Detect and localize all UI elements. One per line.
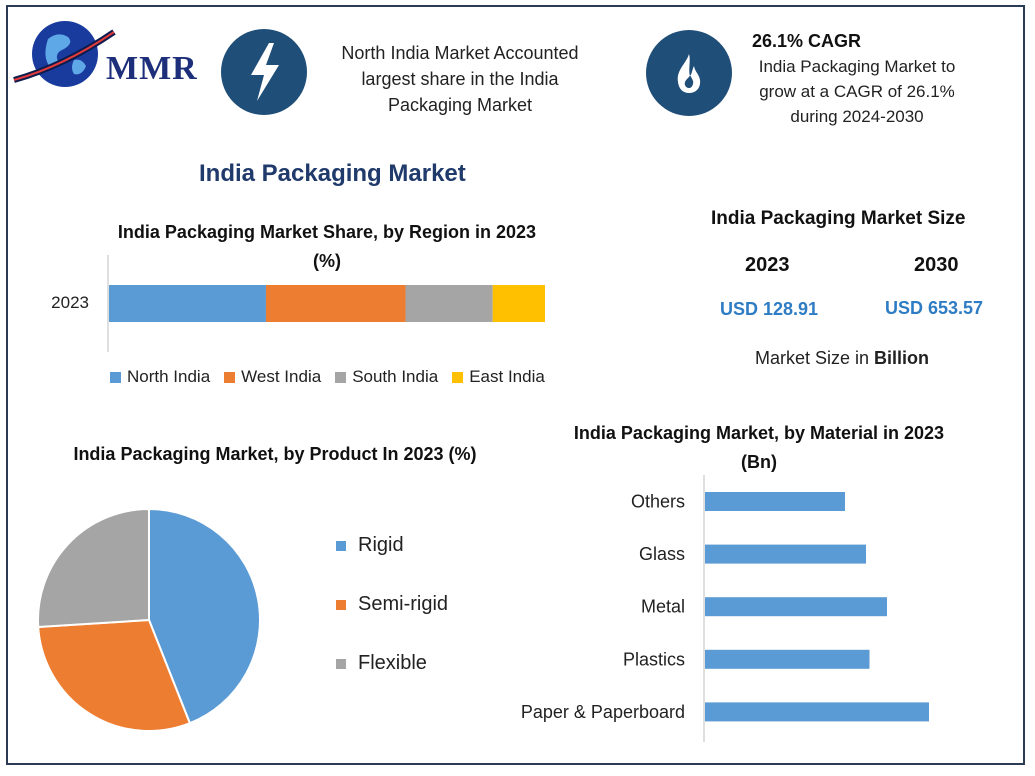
material-label-plastics: Plastics [623, 649, 685, 669]
legend-swatch [336, 599, 346, 610]
product-legend: Rigid Semi-rigid Flexible [336, 534, 448, 675]
legend-label: South India [352, 367, 439, 386]
product-pie-chart [37, 507, 261, 732]
region-chart: 2023 [51, 255, 545, 352]
legend-label: East India [469, 367, 545, 386]
legend-label: North India [127, 367, 211, 386]
legend-label: West India [241, 367, 322, 386]
legend-label: Rigid [358, 534, 404, 556]
logo: MMR [10, 14, 210, 94]
material-bar-paper-paperboard [705, 702, 929, 722]
product-chart-title: India Packaging Market, by Product In 20… [73, 444, 477, 464]
market-size-value-2030: USD 653.57 [885, 298, 984, 318]
highlight-left-text: North India Market Accounted largest sha… [341, 43, 579, 115]
material-bar-others [705, 492, 845, 511]
region-legend-item-south-india: South India [335, 367, 438, 387]
pie-slice-flexible [37, 507, 150, 629]
region-legend: North India West India South India East Ind… [110, 367, 545, 387]
material-bar-glass [705, 544, 866, 564]
lightning-icon [221, 29, 307, 115]
market-size-year-2023: 2023 [745, 254, 790, 276]
material-chart-title: India Packaging Market, by Material in 2… [573, 423, 945, 472]
material-bar-chart: Others Glass Metal Plastics Paper & Paperboa… [521, 475, 929, 742]
market-size-unit: Market Size in Billion [755, 348, 929, 369]
cagr-title: 26.1% CAGR [752, 31, 862, 51]
legend-label: Semi-rigid [358, 593, 449, 615]
region-segment-west-india [265, 285, 406, 322]
region-segment-east-india [492, 285, 545, 322]
region-category-label: 2023 [51, 293, 89, 312]
material-label-others: Others [631, 492, 685, 512]
infographic-frame [6, 5, 1025, 765]
market-size-value-2023: USD 128.91 [720, 299, 819, 319]
region-segment-north-india [109, 285, 266, 322]
material-label-paper-paperboard: Paper & Paperboard [521, 702, 685, 722]
flame-icon [646, 30, 732, 116]
pie-slice-rigid [148, 507, 261, 725]
market-size-unit-bold: Billion [874, 348, 930, 368]
market-size-title: India Packaging Market Size [711, 208, 966, 229]
region-legend-item-east-india: East India [452, 367, 545, 387]
region-legend-item-north-india: North India [110, 367, 210, 387]
logo-text: MMR [106, 50, 198, 87]
material-bar-plastics [705, 649, 870, 669]
product-legend-item-flexible: Flexible [336, 652, 448, 675]
product-legend-item-semi-rigid: Semi-rigid [336, 593, 448, 616]
pie-slice-semi-rigid [37, 618, 192, 732]
globe-icon [13, 21, 116, 87]
legend-swatch [336, 658, 346, 669]
legend-swatch [336, 540, 346, 551]
region-legend-item-west-india: West India [224, 367, 321, 387]
legend-label: Flexible [358, 652, 427, 674]
cagr-text: India Packaging Market to grow at a CAGR… [758, 57, 956, 126]
legend-swatch [335, 371, 347, 383]
material-label-metal: Metal [641, 597, 685, 617]
material-label-glass: Glass [639, 544, 685, 564]
material-bar-metal [705, 597, 887, 617]
region-chart-title: India Packaging Market Share, by Region … [117, 222, 537, 271]
legend-swatch [452, 371, 464, 383]
market-size-unit-prefix: Market Size in [755, 348, 875, 368]
page-title: India Packaging Market [199, 160, 466, 187]
legend-swatch [110, 371, 121, 383]
market-size-year-2030: 2030 [914, 254, 959, 276]
legend-swatch [224, 371, 236, 383]
region-segment-south-india [405, 285, 493, 322]
product-legend-item-rigid: Rigid [336, 534, 448, 557]
